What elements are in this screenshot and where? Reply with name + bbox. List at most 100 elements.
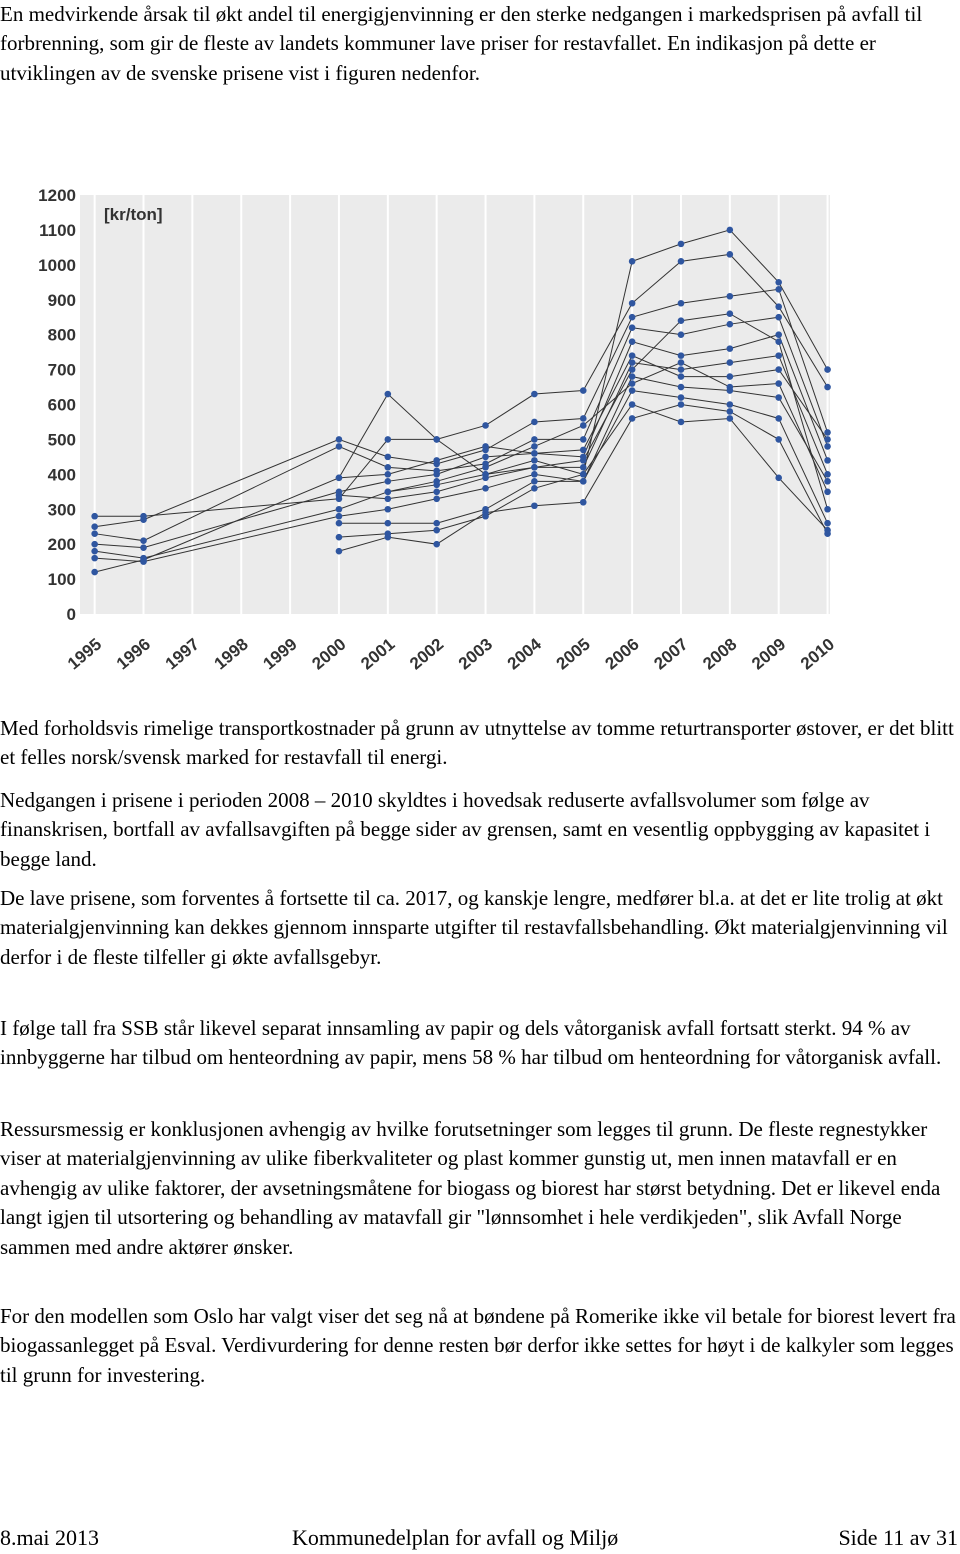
data-point — [482, 453, 489, 461]
y-tick-label: 100 — [48, 570, 76, 589]
data-point — [775, 415, 782, 422]
data-point — [140, 516, 147, 524]
data-point — [677, 359, 685, 366]
data-point — [384, 464, 392, 471]
data-point — [726, 320, 734, 328]
data-point — [628, 324, 636, 331]
data-point — [628, 401, 636, 408]
data-point — [677, 394, 685, 401]
data-point — [91, 547, 98, 555]
data-point — [579, 457, 587, 464]
data-point — [433, 488, 440, 496]
y-tick-label: 600 — [48, 396, 76, 415]
paragraph: Nedgangen i prisene i perioden 2008 – 20… — [0, 788, 931, 871]
data-point — [726, 415, 734, 422]
data-point — [531, 471, 538, 478]
data-point — [579, 436, 587, 443]
data-point — [335, 533, 343, 541]
y-tick-label: 200 — [48, 535, 76, 554]
x-tick-label: 2001 — [357, 635, 398, 674]
x-tick-label: 1995 — [64, 635, 105, 674]
data-point — [775, 331, 782, 338]
x-tick-label: 2009 — [748, 635, 789, 674]
data-point — [433, 495, 440, 503]
data-point — [433, 540, 440, 548]
y-tick-label: 1000 — [38, 256, 76, 275]
data-point — [91, 554, 98, 562]
plot-area — [80, 195, 830, 614]
data-point — [628, 359, 636, 366]
data-point — [531, 443, 538, 450]
data-point — [384, 519, 392, 527]
data-point — [677, 373, 685, 380]
data-point — [384, 533, 392, 541]
data-point — [775, 285, 782, 293]
paragraph: Ressursmessig er konklusjonen avhengig a… — [0, 1117, 941, 1259]
y-tick-label: 500 — [48, 430, 76, 449]
footer-date: 8.mai 2013 — [0, 1525, 99, 1550]
data-point — [531, 502, 538, 510]
x-tick-label: 2004 — [504, 634, 546, 673]
data-point — [335, 443, 343, 450]
data-point — [824, 471, 831, 478]
data-point — [775, 366, 782, 373]
data-point — [824, 457, 831, 464]
data-point — [726, 226, 734, 234]
data-point — [775, 303, 782, 311]
data-point — [433, 519, 440, 527]
paragraph: En medvirkende årsak til økt andel til e… — [0, 2, 923, 85]
y-tick-label: 0 — [67, 605, 76, 624]
data-point — [824, 366, 831, 373]
y-tick-label: 300 — [48, 500, 76, 519]
data-point — [531, 418, 538, 426]
data-point — [531, 450, 538, 457]
data-point — [482, 485, 489, 492]
data-point — [433, 457, 440, 464]
data-point — [140, 558, 147, 565]
data-point — [726, 251, 734, 258]
data-point — [628, 313, 636, 321]
data-point — [140, 544, 147, 551]
data-point — [677, 258, 685, 265]
paragraph: For den modellen som Oslo har valgt vise… — [0, 1304, 956, 1387]
data-point — [384, 478, 392, 485]
data-point — [579, 464, 587, 471]
data-point — [628, 258, 636, 265]
data-point — [384, 505, 392, 513]
y-tick-label: 800 — [48, 326, 76, 345]
data-point — [531, 464, 538, 471]
data-point — [579, 415, 587, 422]
data-point — [726, 310, 734, 318]
data-point — [775, 380, 782, 387]
data-point — [824, 383, 831, 391]
data-point — [384, 495, 392, 503]
data-point — [335, 474, 343, 482]
data-point — [628, 352, 636, 359]
data-point — [824, 443, 831, 450]
data-point — [628, 380, 636, 387]
x-tick-label: 2007 — [650, 635, 691, 674]
data-point — [775, 313, 782, 321]
data-point — [677, 240, 685, 248]
data-point — [482, 443, 489, 450]
data-point — [775, 338, 782, 345]
data-point — [531, 485, 538, 492]
x-tick-label: 2003 — [455, 635, 496, 674]
data-point — [824, 488, 831, 496]
y-axis-label: [kr/ton] — [104, 205, 163, 224]
data-point — [775, 278, 782, 286]
x-tick-label: 1999 — [259, 635, 300, 674]
footer-title: Kommunedelplan for avfall og Miljø — [292, 1525, 619, 1550]
data-point — [824, 436, 831, 443]
x-tick-label: 2002 — [406, 635, 447, 674]
data-point — [384, 471, 392, 478]
data-point — [628, 338, 636, 345]
data-point — [726, 401, 734, 408]
paragraph: Med forholdsvis rimelige transportkostna… — [0, 716, 954, 770]
data-point — [579, 422, 587, 429]
data-point — [531, 436, 538, 443]
data-point — [482, 464, 489, 471]
data-point — [482, 422, 489, 429]
data-point — [824, 429, 831, 436]
